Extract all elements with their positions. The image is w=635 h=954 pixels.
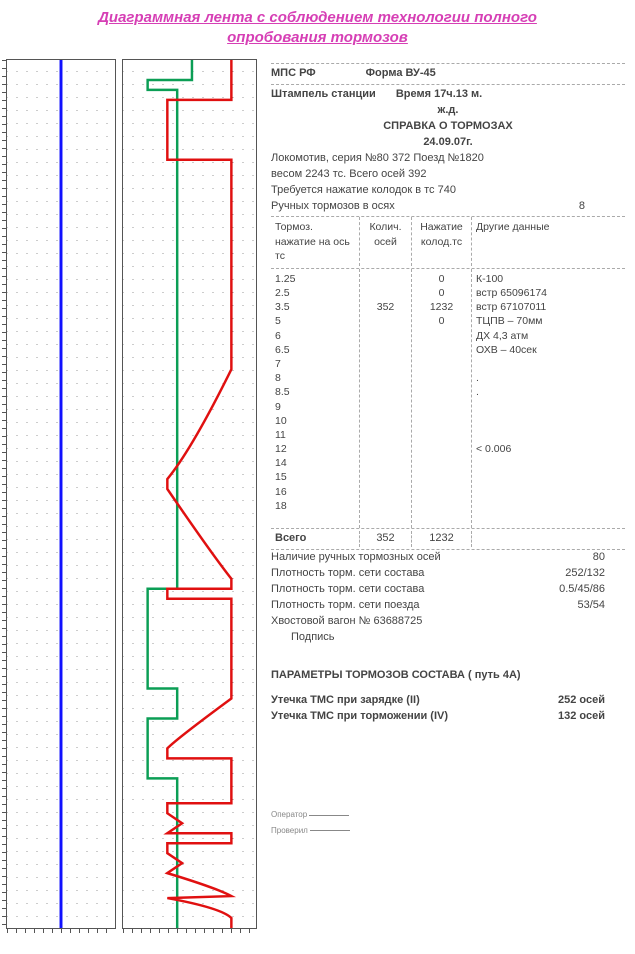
leak1-val: 252 осей	[558, 693, 605, 709]
section-params-title: ПАРАМЕТРЫ ТОРМОЗОВ СОСТАВА ( путь 4А)	[271, 668, 625, 684]
form-number: Форма ВУ-45	[366, 66, 436, 82]
summary-line: Плотность торм. сети поезда53/54	[271, 598, 625, 614]
chart1-xticks	[7, 928, 115, 933]
main-layout: МПС РФ Форма ВУ-45 Штампель станции Врем…	[0, 59, 635, 954]
page-title: Диаграммная лента с соблюдением технолог…	[0, 0, 635, 59]
th-col4: Другие данные	[471, 217, 625, 266]
org-label: МПС РФ	[271, 66, 316, 82]
chart1-svg	[7, 60, 115, 928]
summary-line: Плотность торм. сети состава0.5/45/86	[271, 582, 625, 598]
leak1-label: Утечка ТМС при зарядке (II)	[271, 693, 420, 709]
th-col3: Нажатие колод.тс	[411, 217, 471, 266]
checker-label: Проверил	[271, 826, 308, 835]
form-date: 24.09.07г.	[271, 135, 625, 151]
loco-line: Локомотив, серия №80 372 Поезд №1820	[271, 151, 625, 167]
weight-line: весом 2243 тс. Всего осей 392	[271, 167, 625, 183]
checker-sig: Проверил	[271, 825, 625, 837]
form-column: МПС РФ Форма ВУ-45 Штампель станции Врем…	[263, 59, 629, 954]
table-body: 1.252.53.5566.5788.5910111214151618 352 …	[271, 268, 625, 528]
checker-line	[310, 830, 350, 831]
table-col2: 352	[359, 269, 411, 528]
th-col1: Тормоз. нажатие на ось тс	[271, 217, 359, 266]
table-col4: К-100встр 65096174встр 67107011ТЦПВ – 70…	[471, 269, 625, 528]
chart2-xticks	[123, 928, 256, 933]
table-total-row: Всего 352 1232	[271, 528, 625, 550]
table-col1: 1.252.53.5566.5788.5910111214151618	[271, 269, 359, 528]
summary-line: Наличие ручных тормозных осей80	[271, 550, 625, 566]
hand-brakes-val: 8	[579, 199, 585, 215]
chart-column-2	[122, 59, 257, 929]
table-col3: 0012320	[411, 269, 471, 528]
total-c4	[471, 531, 625, 547]
title-line-1: Диаграммная лента с соблюдением технолог…	[98, 9, 537, 26]
tail-wagon: Хвостовой вагон № 63688725	[271, 614, 625, 630]
chart-column-1	[6, 59, 116, 929]
title-line-2: опробования тормозов	[227, 29, 408, 46]
summary-lines: Наличие ручных тормозных осей80Плотность…	[271, 550, 625, 614]
operator-sig: Оператор	[271, 809, 625, 821]
form-title: СПРАВКА О ТОРМОЗАХ	[271, 119, 625, 135]
leak-row-2: Утечка ТМС при торможении (IV) 132 осей	[271, 709, 625, 725]
hand-brakes-label: Ручных тормозов в осях	[271, 199, 395, 215]
signature-label: Подпись	[271, 630, 625, 646]
th-col2: Колич. осей	[359, 217, 411, 266]
leak2-val: 132 осей	[558, 709, 605, 725]
table-header: Тормоз. нажатие на ось тс Колич. осей На…	[271, 216, 625, 266]
total-c3: 1232	[411, 531, 471, 547]
operator-label: Оператор	[271, 810, 307, 819]
zhd-label: ж.д.	[271, 103, 625, 119]
leak2-label: Утечка ТМС при торможении (IV)	[271, 709, 448, 725]
operator-line	[309, 815, 349, 816]
time-value: Время 17ч.13 м.	[396, 87, 482, 103]
total-label: Всего	[271, 531, 359, 547]
chart2-svg	[123, 60, 256, 928]
summary-line: Плотность торм. сети состава252/132	[271, 566, 625, 582]
station-time-row: Штампель станции Время 17ч.13 м.	[271, 87, 625, 103]
leak-row-1: Утечка ТМС при зарядке (II) 252 осей	[271, 693, 625, 709]
press-line: Требуется нажатие колодок в тс 740	[271, 183, 625, 199]
hand-brakes-row: Ручных тормозов в осях 8	[271, 199, 625, 215]
total-c2: 352	[359, 531, 411, 547]
form-header: МПС РФ Форма ВУ-45	[271, 66, 625, 82]
station-stamp: Штампель станции	[271, 87, 376, 103]
